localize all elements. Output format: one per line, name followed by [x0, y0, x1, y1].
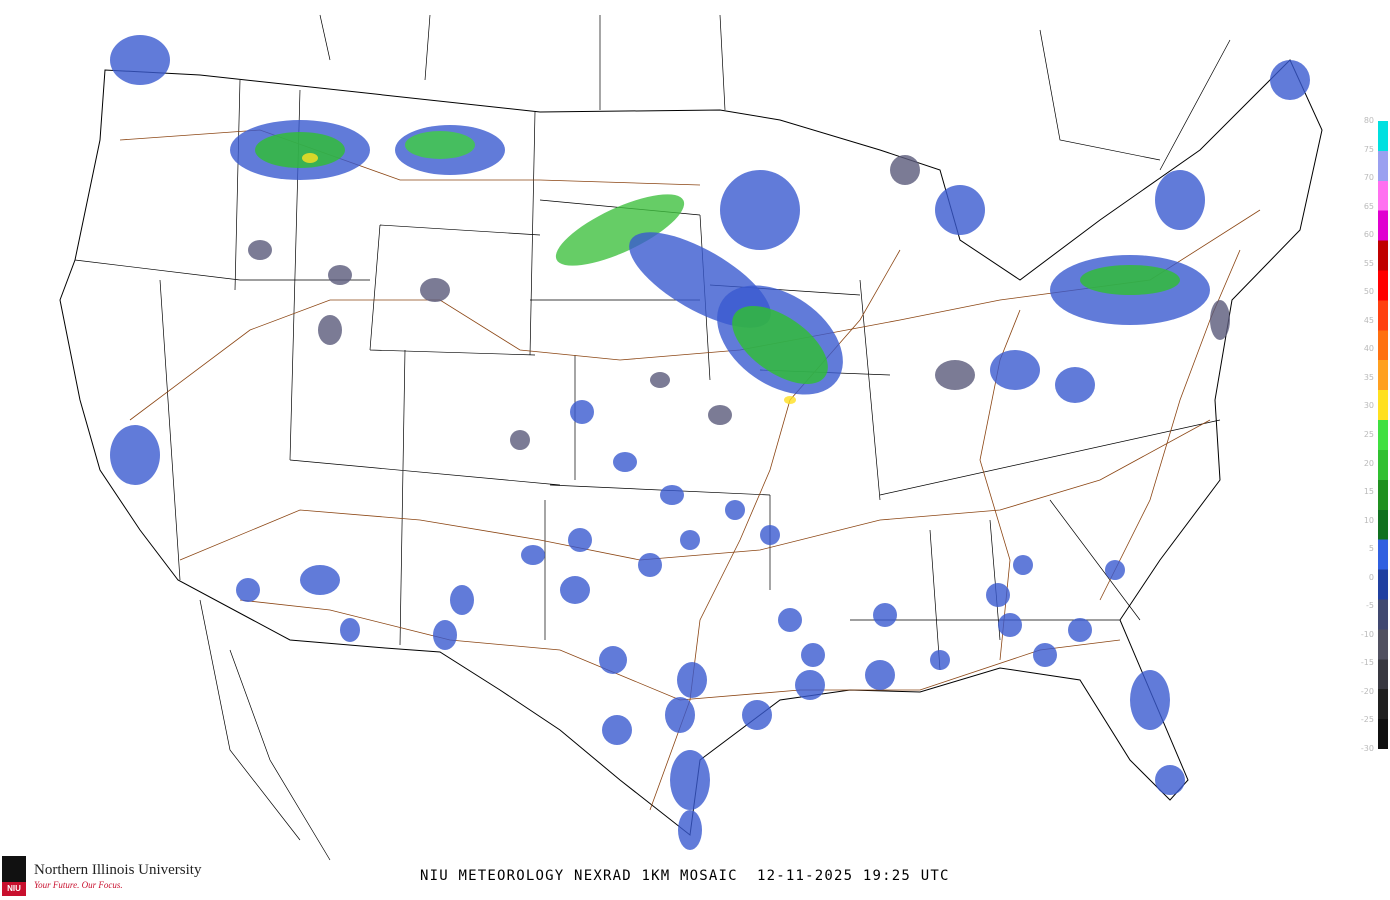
- colorbar-label: 25: [1363, 430, 1374, 439]
- radar-echo: [760, 525, 780, 545]
- radar-echo: [732, 305, 828, 385]
- radar-echo: [302, 153, 318, 163]
- highway: [1099, 249, 1241, 601]
- radar-echo: [935, 185, 985, 235]
- radar-echo: [742, 700, 772, 730]
- colorbar-label: -25: [1360, 715, 1374, 725]
- radar-echo: [405, 131, 475, 159]
- radar-echo: [300, 565, 340, 595]
- colorbar-label: 40: [1363, 344, 1374, 354]
- radar-echo: [638, 553, 662, 577]
- radar-echo: [1055, 367, 1095, 403]
- radar-echo: [1105, 560, 1125, 580]
- radar-echo: [665, 697, 695, 733]
- radar-echo: [677, 662, 707, 698]
- logo-mark: NIU: [2, 882, 26, 896]
- colorbar-label: -10: [1360, 629, 1374, 639]
- radar-echo: [670, 750, 710, 810]
- colorbar-label: -30: [1360, 744, 1374, 753]
- radar-echo: [599, 646, 627, 674]
- radar-echo: [1155, 170, 1205, 230]
- radar-echo: [450, 585, 474, 615]
- highway: [129, 209, 1261, 421]
- niu-logo: NIU Northern Illinois University Your Fu…: [2, 856, 242, 898]
- radar-echo: [568, 528, 592, 552]
- radar-echo: [555, 194, 685, 266]
- radar-echo: [1130, 670, 1170, 730]
- colorbar-label: 0: [1368, 572, 1374, 582]
- radar-echo: [110, 35, 170, 85]
- radar-echo: [865, 660, 895, 690]
- radar-echo: [998, 613, 1022, 637]
- colorbar-label: 60: [1363, 230, 1374, 240]
- radar-echo: [678, 810, 702, 850]
- radar-echo: [560, 576, 590, 604]
- radar-echo: [602, 715, 632, 745]
- radar-echo: [778, 608, 802, 632]
- radar-echo: [318, 315, 342, 345]
- radar-echo: [1068, 618, 1092, 642]
- radar-echo: [110, 425, 160, 485]
- radar-echo: [784, 396, 796, 404]
- radar-echo: [613, 452, 637, 472]
- colorbar-label: -20: [1360, 686, 1374, 696]
- radar-echo: [930, 650, 950, 670]
- radar-echo: [935, 360, 975, 390]
- radar-echo: [1033, 643, 1057, 667]
- highway: [179, 419, 1211, 561]
- radar-echo: [990, 350, 1040, 390]
- colorbar-label: 80: [1363, 116, 1374, 125]
- colorbar-label: 10: [1363, 515, 1374, 525]
- radar-echo: [720, 170, 800, 250]
- niu-shield-icon: NIU: [2, 856, 26, 896]
- radar-echo: [1155, 765, 1185, 795]
- radar-echo: [650, 372, 670, 388]
- radar-echo: [660, 485, 684, 505]
- colorbar-label: 30: [1363, 401, 1374, 411]
- colorbar-label: 65: [1363, 201, 1374, 211]
- radar-echo: [725, 500, 745, 520]
- colorbar-label: 75: [1363, 144, 1374, 154]
- highway: [119, 129, 701, 186]
- colorbar-label: 15: [1363, 487, 1374, 497]
- radar-echoes: [110, 35, 1310, 850]
- radar-echo: [248, 240, 272, 260]
- radar-echo: [340, 618, 360, 642]
- radar-echo: [680, 530, 700, 550]
- university-tagline: Your Future. Our Focus.: [34, 880, 123, 890]
- radar-echo: [890, 155, 920, 185]
- radar-echo: [255, 132, 345, 168]
- colorbar-label: 20: [1363, 458, 1374, 468]
- mexico-canada-lines: [199, 14, 1231, 861]
- radar-echo: [795, 670, 825, 700]
- university-name: Northern Illinois University: [34, 862, 202, 878]
- radar-echo: [510, 430, 530, 450]
- colorbar-label: 45: [1363, 315, 1374, 325]
- reflectivity-colorbar: 80 75 70 65 60 55 50 45 40 35 30 25 20 15 10 5 0 -5 -10 -15…: [1361, 116, 1388, 753]
- colorbar-label: 70: [1363, 173, 1374, 183]
- radar-echo: [1210, 300, 1230, 340]
- colorbar-label: -5: [1366, 601, 1374, 611]
- radar-echo: [328, 265, 352, 285]
- colorbar-label: 55: [1363, 258, 1374, 268]
- conus-border: [59, 59, 1323, 836]
- radar-echo: [1270, 60, 1310, 100]
- radar-echo: [236, 578, 260, 602]
- map-caption: NIU METEOROLOGY NEXRAD 1KM MOSAIC 12-11-…: [420, 868, 950, 884]
- radar-echo: [570, 400, 594, 424]
- radar-echo: [801, 643, 825, 667]
- colorbar-label: -15: [1360, 658, 1374, 668]
- colorbar-label: 35: [1363, 372, 1374, 382]
- radar-echo: [708, 405, 732, 425]
- radar-echo: [521, 545, 545, 565]
- radar-echo: [1080, 265, 1180, 295]
- colorbar-label: 5: [1368, 544, 1374, 554]
- radar-echo: [986, 583, 1010, 607]
- radar-echo: [433, 620, 457, 650]
- radar-echo: [873, 603, 897, 627]
- colorbar-label: 50: [1363, 287, 1374, 297]
- radar-echo: [420, 278, 450, 302]
- radar-echo: [1013, 555, 1033, 575]
